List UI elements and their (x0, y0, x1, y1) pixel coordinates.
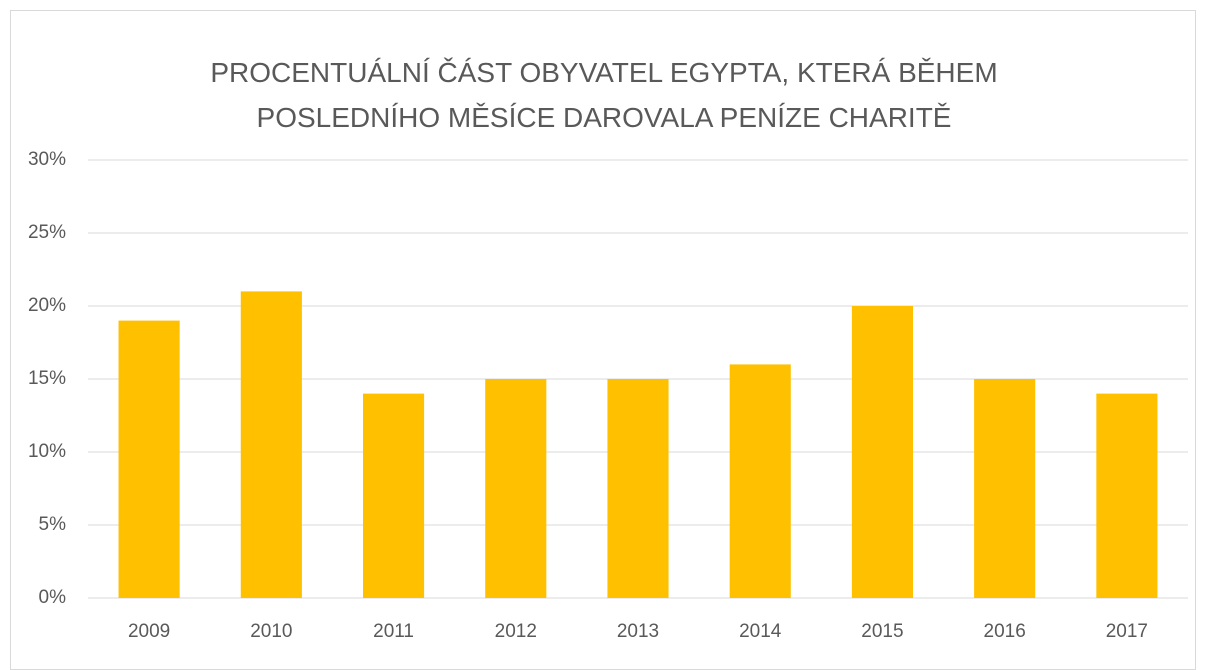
chart-title: PROCENTUÁLNÍ ČÁST OBYVATEL EGYPTA, KTERÁ… (210, 57, 998, 133)
bar (485, 379, 547, 598)
y-tick-label: 5% (39, 514, 67, 535)
bar (607, 379, 669, 598)
bar (118, 320, 180, 598)
x-tick-label: 2012 (495, 621, 537, 642)
x-tick-label: 2011 (373, 621, 414, 642)
x-tick-label: 2009 (128, 621, 170, 642)
y-tick-label: 0% (39, 587, 67, 608)
x-tick-label: 2017 (1106, 621, 1148, 642)
bar (1096, 393, 1158, 598)
y-tick-label: 20% (28, 295, 66, 316)
x-tick-label: 2015 (861, 621, 903, 642)
y-tick-label: 30% (28, 149, 66, 170)
page: PROCENTUÁLNÍ ČÁST OBYVATEL EGYPTA, KTERÁ… (10, 10, 1196, 670)
bar (851, 306, 913, 598)
bar (974, 379, 1036, 598)
y-tick-label: 15% (28, 368, 66, 389)
bar (363, 393, 425, 598)
x-tick-label: 2013 (617, 621, 659, 642)
bar (729, 364, 791, 598)
y-tick-label: 10% (28, 441, 66, 462)
y-tick-label: 25% (28, 222, 66, 243)
chart: 0% 5% 10% 15% 20% 25% 30% 2009 2010 2011 2012 2013 2… (28, 149, 1188, 642)
x-tick-label: 2014 (739, 621, 782, 642)
x-tick-label: 2010 (250, 621, 292, 642)
x-tick-label: 2016 (984, 621, 1026, 642)
bar (240, 291, 302, 598)
